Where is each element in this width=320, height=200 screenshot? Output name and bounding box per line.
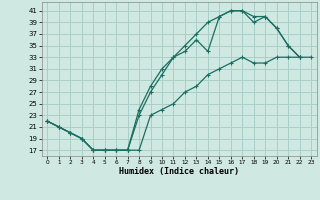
X-axis label: Humidex (Indice chaleur): Humidex (Indice chaleur) xyxy=(119,167,239,176)
